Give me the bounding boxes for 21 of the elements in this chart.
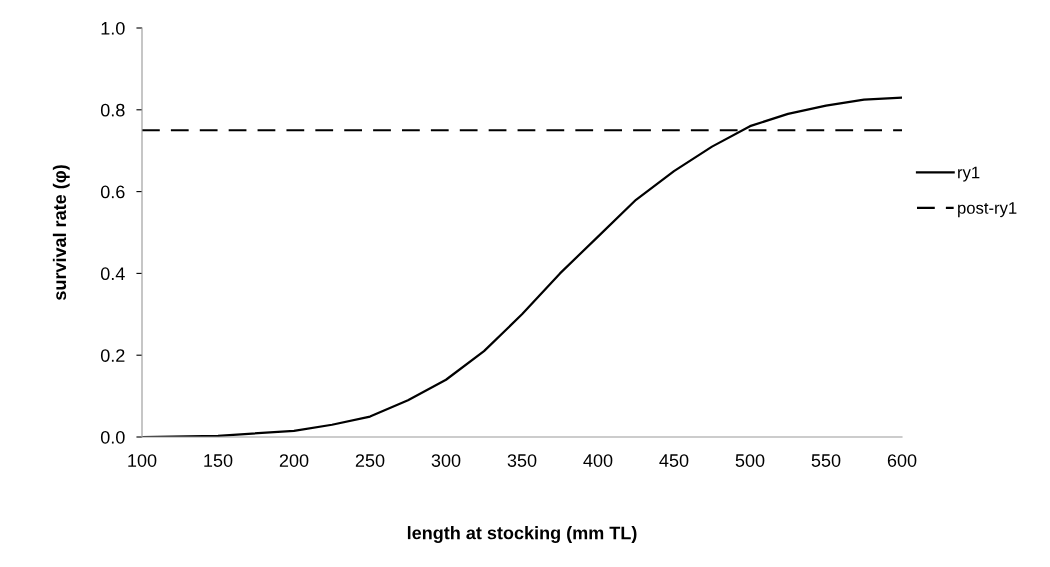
x-tick-label: 500 xyxy=(735,454,765,467)
x-tick-label: 400 xyxy=(583,454,613,467)
x-tick-label: 200 xyxy=(279,454,309,467)
x-axis-title: length at stocking (mm TL) xyxy=(407,526,637,543)
x-tick-label: 350 xyxy=(507,454,537,467)
x-tick-label: 150 xyxy=(204,454,233,467)
legend-label: post-ry1 xyxy=(958,202,1017,218)
y-tick-label: 0.6 xyxy=(100,185,125,199)
y-axis-title: survival rate (φ) xyxy=(52,165,70,301)
y-tick-label: 0.0 xyxy=(100,430,125,444)
y-tick-label: 0.8 xyxy=(100,103,125,117)
x-tick-label: 100 xyxy=(128,454,157,467)
y-tick-label: 0.4 xyxy=(100,267,125,281)
y-tick-label: 1.0 xyxy=(101,21,125,35)
x-tick-label: 550 xyxy=(811,454,841,467)
x-tick-label: 250 xyxy=(355,454,385,467)
y-tick-label: 0.2 xyxy=(100,349,125,362)
x-tick-label: 600 xyxy=(887,454,917,467)
legend-label: ry1 xyxy=(958,166,980,182)
x-tick-label: 300 xyxy=(431,454,461,467)
x-tick-label: 450 xyxy=(659,454,689,467)
